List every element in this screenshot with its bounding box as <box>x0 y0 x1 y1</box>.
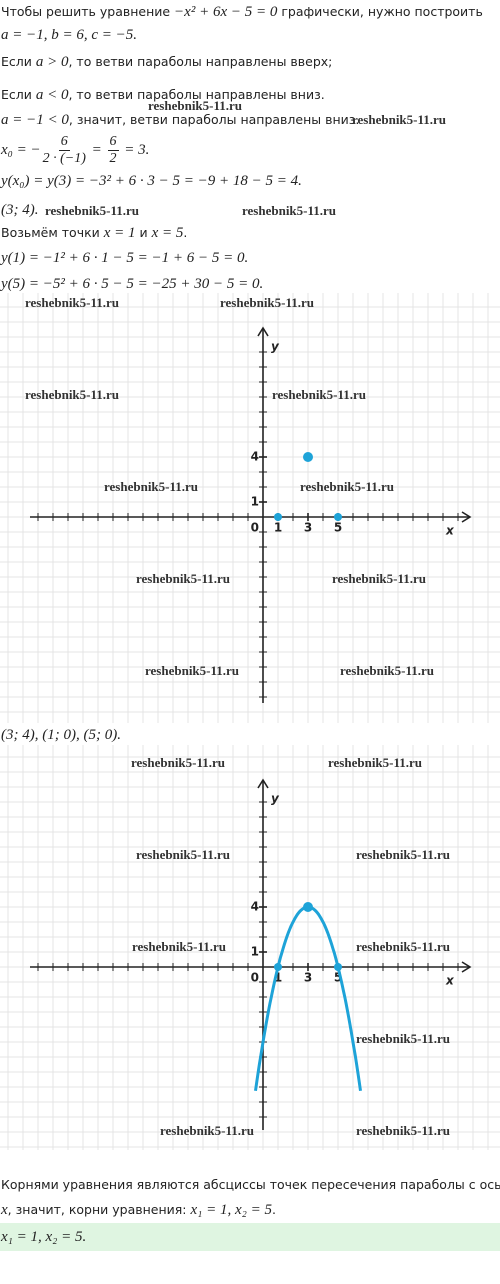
formula: x₁ = 1, x₂ = 5 <box>190 1202 272 1218</box>
y-axis-label: y <box>271 340 280 354</box>
x-tick-label: 1 <box>274 521 282 535</box>
answer-box <box>0 1223 500 1251</box>
origin-label: 0 <box>251 971 259 985</box>
formula: a < 0 <box>35 87 69 103</box>
watermark: reshebnik5-11.ru <box>356 847 451 862</box>
watermark: reshebnik5-11.ru <box>131 755 226 770</box>
y-tick-label: 1 <box>251 495 259 509</box>
y-tick-label: 1 <box>251 945 259 959</box>
text-line: x, значит, корни уравнения: x₁ = 1, x₂ =… <box>1 1201 276 1219</box>
watermark: reshebnik5-11.ru <box>25 295 120 310</box>
x-tick-label: 5 <box>334 521 342 535</box>
x-arrow <box>461 511 472 523</box>
y-axis-label: y <box>271 792 280 806</box>
formula: x <box>1 1202 8 1218</box>
watermark: reshebnik5-11.ru <box>220 295 315 310</box>
text: , значит, ветви параболы направлены вниз… <box>68 112 360 127</box>
watermark: reshebnik5-11.ru <box>45 203 140 218</box>
denominator: 2 <box>109 151 117 167</box>
graph: y x 0 1 3 5 1 4 <box>0 293 500 723</box>
x-arrow <box>461 961 472 973</box>
formula: x = 5 <box>151 225 184 241</box>
text-line: Чтобы решить уравнение −x² + 6x − 5 = 0 … <box>1 3 483 21</box>
formula: y(1) = −1² + 6 · 1 − 5 = −1 + 6 − 5 = 0. <box>1 250 249 266</box>
watermark: reshebnik5-11.ru <box>145 663 240 678</box>
watermark: reshebnik5-11.ru <box>132 939 227 954</box>
watermark: reshebnik5-11.ru <box>300 479 395 494</box>
watermark: reshebnik5-11.ru <box>242 203 337 218</box>
numerator: 6 <box>58 134 70 152</box>
x-axis-label: x <box>445 524 455 538</box>
formula: (3; 4), (1; 0), (5; 0). <box>1 727 121 743</box>
formula-part: = 3. <box>120 142 150 158</box>
text: , то ветви параболы направлены вниз. <box>68 87 325 102</box>
graph: y x 0 1 3 5 1 4 <box>0 745 500 1150</box>
watermark: reshebnik5-11.ru <box>136 847 231 862</box>
point <box>274 513 282 521</box>
text: Возьмём точки <box>1 225 104 240</box>
text-line: a = −1 < 0, значит, ветви параболы напра… <box>1 111 359 129</box>
answer: x₁ = 1, x₂ = 5. <box>1 1229 87 1245</box>
x-tick-label: 1 <box>274 971 282 985</box>
text-line: Если a > 0, то ветви параболы направлены… <box>1 53 332 71</box>
point <box>303 452 313 462</box>
x-tick-label: 5 <box>334 971 342 985</box>
x-tick-label: 3 <box>304 971 312 985</box>
text: , значит, корни уравнения: <box>7 1202 191 1217</box>
watermark: reshebnik5-11.ru <box>332 571 427 586</box>
formula: x = 1 <box>103 225 136 241</box>
watermark: reshebnik5-11.ru <box>340 663 435 678</box>
formula: (3; 4). <box>1 202 39 218</box>
text: . <box>183 225 188 240</box>
y-arrow <box>257 326 269 337</box>
formula: y(x₀) = y(3) = −3² + 6 · 3 − 5 = −9 + 18… <box>1 173 302 189</box>
watermark: reshebnik5-11.ru <box>104 479 199 494</box>
watermark: reshebnik5-11.ru <box>25 387 120 402</box>
text: Если <box>1 54 36 69</box>
origin-label: 0 <box>251 521 259 535</box>
x-tick-label: 3 <box>304 521 312 535</box>
text: графически, нужно построить <box>277 4 483 19</box>
formula: y(5) = −5² + 6 · 5 − 5 = −25 + 30 − 5 = … <box>1 276 264 292</box>
point <box>303 902 313 912</box>
text: Если <box>1 87 36 102</box>
y-tick-label: 4 <box>251 900 259 914</box>
denominator: 2 · (−1) <box>42 151 86 167</box>
watermark: reshebnik5-11.ru <box>148 98 243 113</box>
x-axis-label: x <box>445 974 455 988</box>
y-tick-label: 4 <box>251 450 259 464</box>
point <box>334 963 342 971</box>
text: и <box>135 225 152 240</box>
y-arrow <box>257 778 269 789</box>
formula: −x² + 6x − 5 = 0 <box>174 4 278 20</box>
text: Чтобы решить уравнение <box>1 4 175 19</box>
watermark: reshebnik5-11.ru <box>356 939 451 954</box>
watermark: reshebnik5-11.ru <box>328 755 423 770</box>
watermark: reshebnik5-11.ru <box>160 1123 255 1138</box>
formula: a = −1 < 0 <box>1 112 69 128</box>
formula-part: = <box>87 142 106 158</box>
text-line: Корнями уравнения являются абсциссы точе… <box>1 1177 500 1192</box>
text-line: Если a < 0, то ветви параболы направлены… <box>1 86 325 104</box>
watermark: reshebnik5-11.ru <box>356 1031 451 1046</box>
formula: a = −1, b = 6, c = −5. <box>1 27 138 43</box>
watermark: reshebnik5-11.ru <box>356 1123 451 1138</box>
text: , то ветви параболы направлены вверх; <box>68 54 333 69</box>
watermark: reshebnik5-11.ru <box>136 571 231 586</box>
text: . <box>271 1202 276 1217</box>
formula-part: x₀ = − <box>1 142 41 158</box>
formula: a > 0 <box>35 54 69 70</box>
watermark: reshebnik5-11.ru <box>272 387 367 402</box>
point <box>274 963 282 971</box>
text-line: Возьмём точки x = 1 и x = 5. <box>1 224 187 242</box>
watermark: reshebnik5-11.ru <box>352 112 447 127</box>
point <box>334 513 342 521</box>
numerator: 6 <box>107 134 119 152</box>
